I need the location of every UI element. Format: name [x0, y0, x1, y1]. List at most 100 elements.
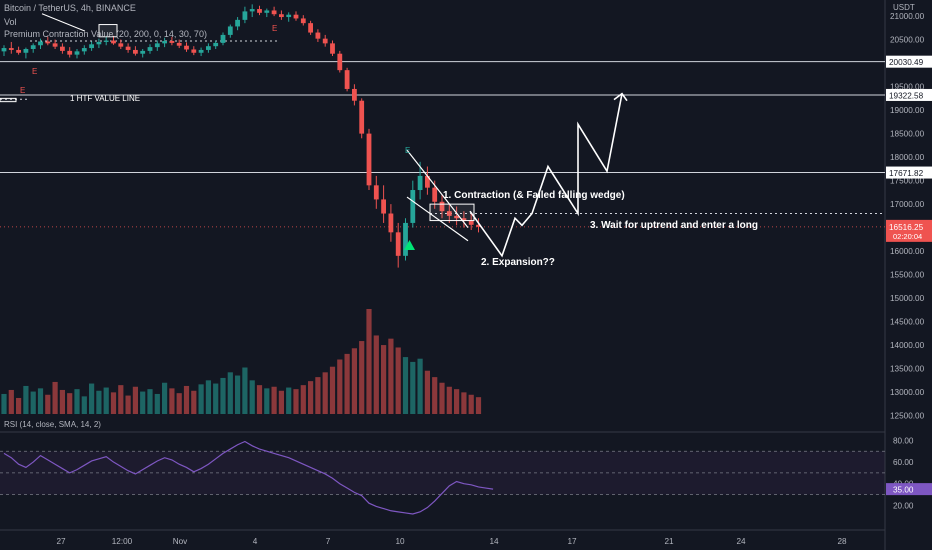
volume-bar — [461, 392, 467, 414]
candle-body[interactable] — [381, 199, 386, 214]
candle-body[interactable] — [52, 43, 58, 47]
candle-body[interactable] — [184, 45, 189, 50]
candle-body[interactable] — [279, 14, 284, 18]
candle-body[interactable] — [8, 48, 14, 50]
candle-body[interactable] — [81, 48, 87, 52]
contraction-box-2[interactable] — [429, 203, 475, 222]
candle-body[interactable] — [446, 211, 452, 216]
candle-body[interactable] — [60, 46, 65, 51]
candle-body[interactable] — [162, 41, 167, 44]
candle-body[interactable] — [425, 175, 430, 188]
candle-body[interactable] — [308, 23, 313, 33]
candle-body[interactable] — [30, 45, 36, 50]
candle-body[interactable] — [103, 40, 109, 42]
projection-zigzag[interactable] — [469, 93, 623, 258]
candle-body[interactable] — [286, 14, 292, 18]
candle-body[interactable] — [403, 222, 408, 256]
candle-body[interactable] — [213, 42, 219, 47]
volume-bar — [8, 389, 14, 414]
candle-body[interactable] — [154, 43, 160, 48]
rsi-line[interactable] — [3, 440, 494, 515]
candle-body[interactable] — [417, 175, 423, 191]
candle-body[interactable] — [1, 48, 7, 52]
candle-body[interactable] — [388, 213, 394, 233]
indicator-label[interactable]: Premium Contraction Value (20, 200, 0, 1… — [4, 29, 207, 39]
candle-body[interactable] — [67, 50, 73, 55]
candle-body[interactable] — [198, 49, 204, 53]
candle-body[interactable] — [191, 49, 197, 53]
candle-body[interactable] — [337, 53, 343, 71]
candle-body[interactable] — [461, 218, 467, 221]
candle-body[interactable] — [439, 201, 445, 212]
candle-body[interactable] — [293, 14, 299, 19]
candle-body[interactable] — [300, 18, 306, 24]
candle-body[interactable] — [330, 43, 335, 54]
candle-body[interactable] — [476, 224, 481, 227]
wedge-lower-line[interactable] — [406, 196, 469, 242]
wedge-upper-line[interactable] — [406, 149, 469, 228]
volume-bar — [176, 393, 182, 414]
volume-bar — [162, 382, 168, 414]
time-tick-label: 28 — [837, 537, 847, 546]
candle-body[interactable] — [133, 49, 138, 54]
candle-body[interactable] — [257, 9, 262, 13]
candle-body[interactable] — [89, 44, 94, 49]
time-tick-label: 7 — [326, 537, 331, 546]
candle-body[interactable] — [264, 10, 270, 13]
contraction-box-0[interactable] — [0, 97, 17, 103]
contraction-box-1[interactable] — [98, 24, 118, 38]
symbol-title[interactable]: Bitcoin / TetherUS, 4h, BINANCE — [4, 3, 136, 13]
candle-body[interactable] — [23, 49, 29, 53]
candle-body[interactable] — [169, 41, 175, 43]
current-price-tag[interactable] — [886, 219, 932, 242]
candle-body[interactable] — [352, 88, 357, 101]
rsi-tick-label: 60.00 — [893, 458, 914, 467]
candle-body[interactable] — [271, 10, 277, 15]
candle-body[interactable] — [315, 32, 321, 39]
vol-label[interactable]: Vol — [4, 17, 17, 27]
candle-body[interactable] — [242, 11, 248, 20]
candle-body[interactable] — [432, 187, 438, 202]
candle-body[interactable] — [118, 43, 124, 47]
volume-bar — [45, 394, 51, 414]
candle-body[interactable] — [38, 41, 43, 46]
price-axis[interactable]: 21000.0020500.0020000.0019500.0019000.00… — [886, 12, 932, 421]
candle-body[interactable] — [125, 46, 131, 50]
candle-body[interactable] — [74, 51, 80, 55]
candle-body[interactable] — [235, 19, 240, 27]
candle-body[interactable] — [45, 41, 51, 44]
level-tag-bg — [886, 88, 932, 101]
wedge-top-left[interactable] — [41, 13, 86, 32]
marker-e-far: E — [20, 86, 25, 95]
candle-body[interactable] — [373, 185, 379, 200]
candle-body[interactable] — [176, 42, 182, 46]
candle-body[interactable] — [322, 38, 328, 44]
candle-body[interactable] — [359, 100, 365, 134]
candle-body[interactable] — [468, 220, 474, 225]
candle-body[interactable] — [344, 70, 350, 89]
price-tick-label: 17000.00 — [890, 200, 925, 209]
candle-body[interactable] — [249, 9, 255, 12]
candle-body[interactable] — [410, 190, 416, 223]
candle-body[interactable] — [111, 40, 116, 44]
candle-body[interactable] — [227, 26, 233, 35]
wait-label: 3. Wait for uptrend and enter a long — [590, 220, 758, 231]
candle-body[interactable] — [16, 49, 21, 53]
candle-body[interactable] — [220, 34, 226, 43]
price-tick-label: 14000.00 — [890, 341, 925, 350]
volume-bar — [147, 389, 153, 414]
candle-body[interactable] — [454, 215, 459, 219]
rsi-current-tag — [886, 483, 932, 496]
volume-bar — [140, 391, 146, 414]
candle-body[interactable] — [395, 232, 401, 256]
level-tag-text: 19322.58 — [889, 91, 924, 100]
candle-body[interactable] — [147, 47, 153, 51]
time-axis[interactable]: 27 12:00 Nov 4 7 10 14 17 21 24 28 — [56, 537, 847, 546]
current-price-text: 16516.25 — [889, 223, 924, 232]
candle-body[interactable] — [206, 46, 211, 50]
candle-body[interactable] — [366, 133, 372, 186]
candle-body[interactable] — [96, 41, 102, 45]
candle-body[interactable] — [140, 50, 146, 54]
